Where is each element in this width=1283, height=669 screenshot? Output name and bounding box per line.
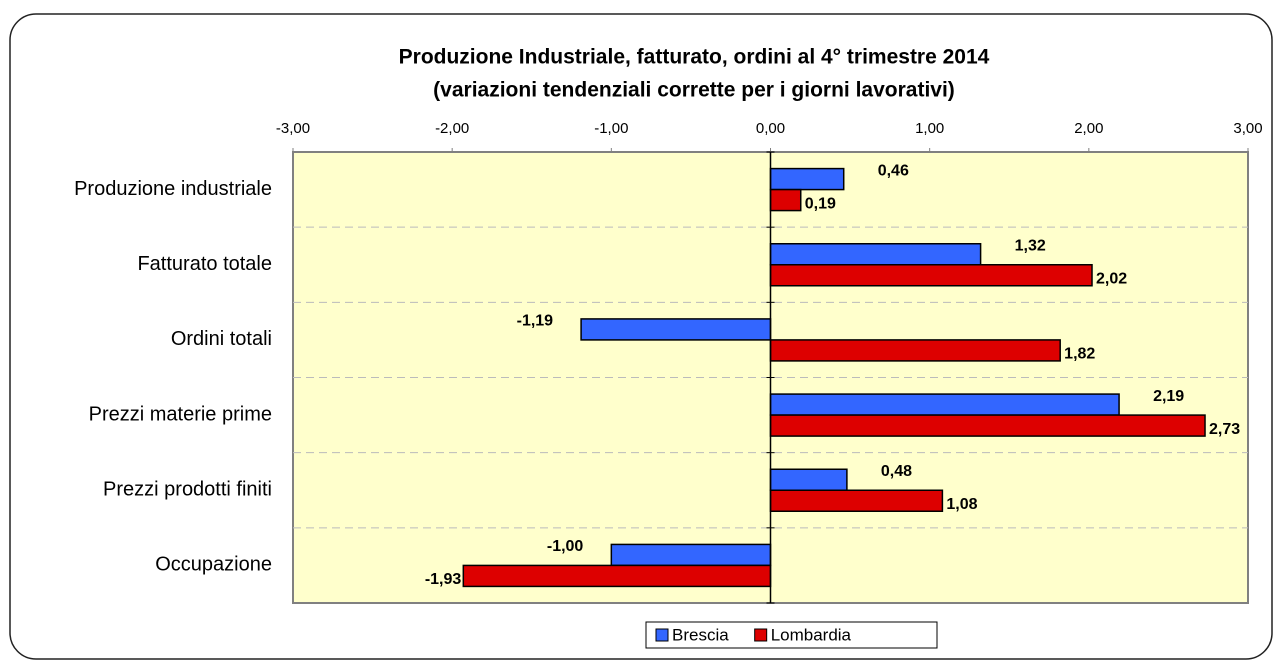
y-tick-label: Produzione industriale xyxy=(74,178,272,200)
bar xyxy=(769,167,845,191)
x-tick-label: 3,00 xyxy=(1233,120,1262,137)
x-tick-label: 2,00 xyxy=(1074,120,1103,137)
data-label: 2,02 xyxy=(1096,270,1127,287)
y-tick-label: Ordini totali xyxy=(171,328,272,350)
chart-title: Produzione Industriale, fatturato, ordin… xyxy=(399,46,990,69)
data-label: 1,32 xyxy=(1015,237,1046,254)
bar xyxy=(769,489,944,512)
data-label: 0,48 xyxy=(881,463,912,480)
data-label: -1,00 xyxy=(547,538,584,555)
bar xyxy=(610,543,772,567)
bar xyxy=(769,339,1061,362)
chart-subtitle: (variazioni tendenziali corrette per i g… xyxy=(433,79,955,102)
x-tick-label: 0,00 xyxy=(756,120,785,137)
bar xyxy=(769,468,848,491)
y-tick-label: Prezzi prodotti finiti xyxy=(103,479,272,501)
data-label: 1,82 xyxy=(1064,346,1095,363)
legend-label: Brescia xyxy=(672,625,729,644)
y-tick-label: Fatturato totale xyxy=(137,253,272,275)
y-tick-label: Occupazione xyxy=(155,554,272,576)
data-label: 0,46 xyxy=(878,162,909,179)
data-label: 2,19 xyxy=(1153,388,1184,405)
legend-label: Lombardia xyxy=(771,625,852,644)
bar xyxy=(462,564,772,588)
bar xyxy=(769,243,982,266)
data-label: 0,19 xyxy=(805,195,836,212)
legend-box xyxy=(645,621,938,649)
bar xyxy=(580,318,772,341)
x-tick-label: -1,00 xyxy=(594,120,628,137)
data-label: 1,08 xyxy=(946,496,977,513)
x-tick-label: -2,00 xyxy=(435,120,469,137)
legend-swatch xyxy=(655,628,669,642)
legend-swatch xyxy=(754,628,768,642)
x-tick-label: -3,00 xyxy=(276,120,310,137)
bar xyxy=(769,264,1093,287)
bar xyxy=(769,414,1206,437)
data-label: -1,19 xyxy=(517,313,554,330)
y-tick-label: Prezzi materie prime xyxy=(89,403,272,425)
bar xyxy=(769,188,802,212)
bar xyxy=(769,393,1120,416)
data-label: -1,93 xyxy=(425,571,462,588)
x-tick-label: 1,00 xyxy=(915,120,944,137)
data-label: 2,73 xyxy=(1209,421,1240,438)
